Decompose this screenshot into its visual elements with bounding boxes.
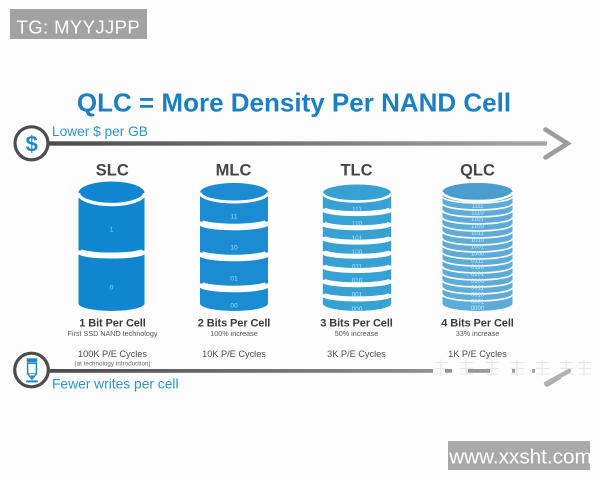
svg-text:100K P/E Cycles: 100K P/E Cycles xyxy=(78,349,147,359)
svg-text:3K P/E Cycles: 3K P/E Cycles xyxy=(327,349,386,359)
svg-text:1100: 1100 xyxy=(471,224,485,230)
svg-text:4 Bits Per Cell: 4 Bits Per Cell xyxy=(441,318,514,330)
svg-text:001: 001 xyxy=(352,292,363,299)
svg-text:110: 110 xyxy=(352,221,363,228)
svg-text:1110: 1110 xyxy=(471,210,484,216)
svg-text:011: 011 xyxy=(352,263,363,270)
svg-text:MLC: MLC xyxy=(216,162,252,180)
svg-text:0110: 0110 xyxy=(471,265,485,271)
svg-text:101: 101 xyxy=(352,235,363,242)
svg-text:SLC: SLC xyxy=(96,162,129,180)
svg-text:01: 01 xyxy=(230,276,238,283)
svg-text:QLC: QLC xyxy=(460,162,495,180)
svg-text:0101: 0101 xyxy=(471,272,485,278)
svg-text:2 Bits Per Cell: 2 Bits Per Cell xyxy=(198,318,271,330)
svg-text:10K P/E Cycles: 10K P/E Cycles xyxy=(202,349,266,359)
svg-text:1 Bit Per Cell: 1 Bit Per Cell xyxy=(79,318,146,330)
svg-text:3 Bits Per Cell: 3 Bits Per Cell xyxy=(320,318,393,330)
svg-text:First SSD NAND technology: First SSD NAND technology xyxy=(68,329,158,338)
svg-text:0010: 0010 xyxy=(471,293,485,299)
svg-text:1: 1 xyxy=(110,227,114,234)
svg-text:1101: 1101 xyxy=(471,217,485,223)
svg-text:11: 11 xyxy=(230,214,237,221)
svg-text:www.xxsht.com: www.xxsht.com xyxy=(448,446,592,469)
svg-text:100% increase: 100% increase xyxy=(210,329,258,338)
svg-text:111: 111 xyxy=(352,207,362,214)
svg-text:$: $ xyxy=(26,132,38,157)
svg-text:Fewer writes per cell: Fewer writes per cell xyxy=(52,377,179,392)
svg-text:100: 100 xyxy=(352,249,363,256)
svg-text:0: 0 xyxy=(110,285,114,292)
svg-text:0000: 0000 xyxy=(471,306,485,312)
svg-text:1011: 1011 xyxy=(471,231,485,237)
svg-text:0011: 0011 xyxy=(471,286,485,292)
svg-text:1111: 1111 xyxy=(471,204,484,210)
svg-text:(at technology introduction): (at technology introduction) xyxy=(75,361,151,368)
svg-text:0100: 0100 xyxy=(471,279,485,285)
svg-text:010: 010 xyxy=(352,278,363,285)
svg-text:10: 10 xyxy=(230,245,238,252)
svg-text:QLC = More Density Per NAND Ce: QLC = More Density Per NAND Cell xyxy=(77,88,511,118)
svg-text:0001: 0001 xyxy=(471,299,485,305)
svg-text:1010: 1010 xyxy=(471,238,485,244)
svg-text:0111: 0111 xyxy=(471,258,484,264)
svg-text:000: 000 xyxy=(352,306,363,313)
svg-text:1001: 1001 xyxy=(471,245,485,251)
svg-text:50% increase: 50% increase xyxy=(335,329,379,338)
svg-text:00: 00 xyxy=(230,303,238,310)
svg-text:1000: 1000 xyxy=(471,251,485,257)
svg-text:1K P/E Cycles: 1K P/E Cycles xyxy=(448,349,507,359)
svg-text:Lower $ per GB: Lower $ per GB xyxy=(52,124,148,139)
svg-text:33% increase: 33% increase xyxy=(456,329,500,338)
svg-text:TG: MYYJJPP: TG: MYYJJPP xyxy=(17,17,141,38)
svg-text:TLC: TLC xyxy=(340,162,372,180)
